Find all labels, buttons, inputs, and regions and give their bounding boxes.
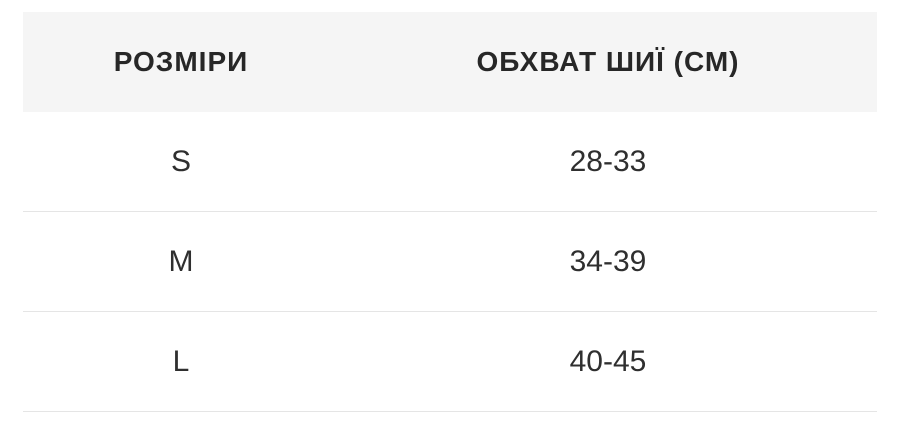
table-row: M 34-39	[23, 212, 877, 312]
neck-range-cell: 28-33	[569, 144, 647, 178]
size-cell: M	[168, 244, 194, 278]
size-cell: S	[170, 144, 191, 178]
header-sizes: РОЗМІРИ	[113, 46, 249, 77]
table-header-row: РОЗМІРИ ОБХВАТ ШИЇ (СМ)	[23, 12, 877, 112]
size-cell: L	[172, 344, 190, 378]
neck-range-cell: 40-45	[569, 344, 647, 378]
table-row: L 40-45	[23, 312, 877, 412]
header-neck-circumference: ОБХВАТ ШИЇ (СМ)	[476, 46, 740, 77]
neck-range-cell: 34-39	[569, 244, 647, 278]
table-row: S 28-33	[23, 112, 877, 212]
size-chart-table: РОЗМІРИ ОБХВАТ ШИЇ (СМ) S 28-33 M 34-39 …	[23, 12, 877, 412]
